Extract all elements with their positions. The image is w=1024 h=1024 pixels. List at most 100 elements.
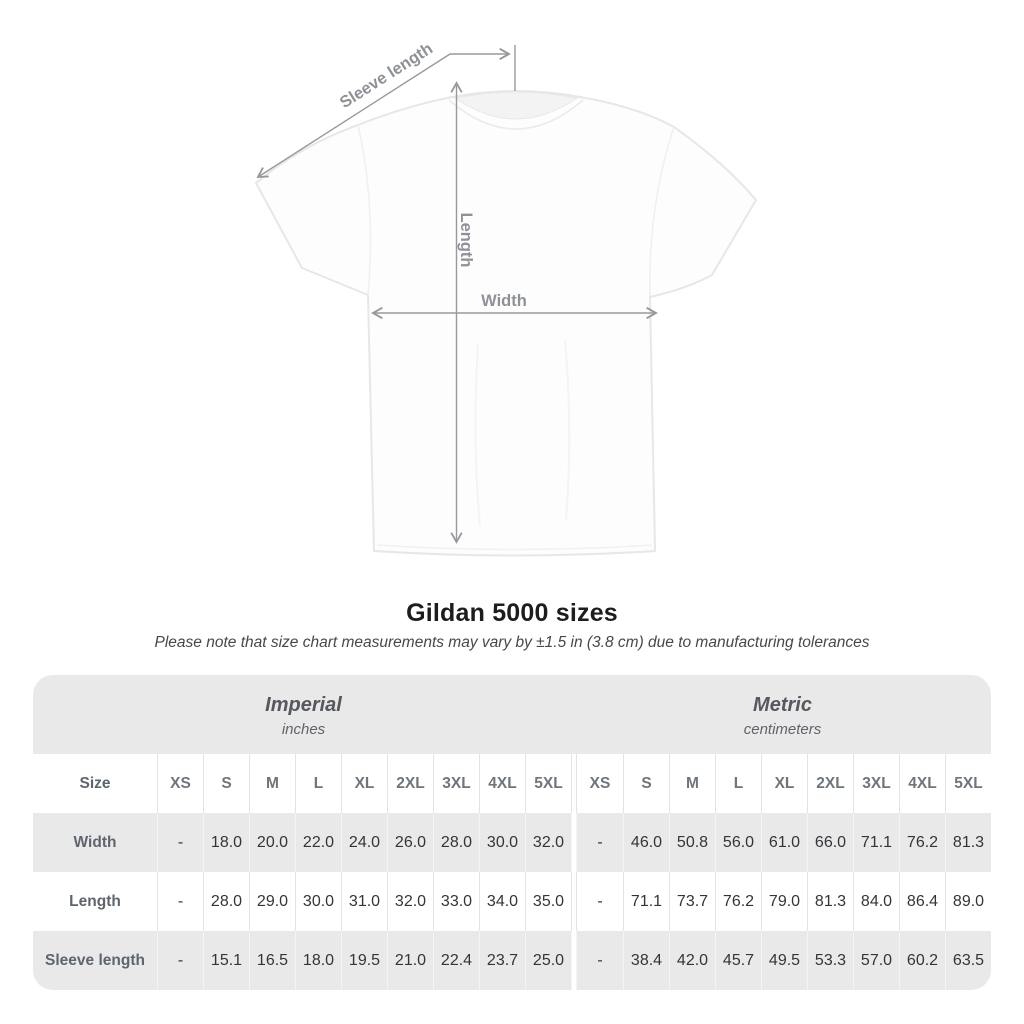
value-width-imperial-xs: - [157,813,203,872]
value-sleeve-length-metric-2xl: 53.3 [807,931,853,990]
value-width-metric-xl: 61.0 [761,813,807,872]
size-header-metric-l: L [715,754,761,813]
value-width-imperial-m: 20.0 [249,813,295,872]
size-column-header: Size [79,774,111,792]
table-row-length: Length -28.0 29.0 30.0 31.0 32.0 33.0 34.0 35.0-… [33,872,991,931]
wrinkle-line [564,339,571,521]
value-width-imperial-xl: 24.0 [341,813,387,872]
value-width-imperial-l: 22.0 [295,813,341,872]
imperial-group-name: Imperial [265,693,342,716]
value-length-metric-m: 73.7 [669,872,715,931]
value-sleeve-length-metric-l: 45.7 [715,931,761,990]
value-sleeve-length-metric-3xl: 57.0 [853,931,899,990]
row-label-width: Width [73,833,117,851]
size-header-imperial-4xl: 4XL [479,754,525,813]
value-length-imperial-4xl: 34.0 [479,872,525,931]
value-width-metric-5xl: 81.3 [945,813,991,872]
tshirt-body [255,90,757,557]
imperial-group-header: Imperial inches [33,675,574,754]
length-label: Length [457,213,475,268]
metric-group-name: Metric [753,693,812,716]
size-header-imperial-xl: XL [341,754,387,813]
size-header-metric-4xl: 4XL [899,754,945,813]
size-header-row: Size XS S M L XL 2XL 3XL 4XL 5XL XS S M L XL 2XL 3XL 4XL 5… [33,754,991,813]
size-header-metric-2xl: 2XL [807,754,853,813]
table-row-sleeve-length: Sleeve length -15.1 16.5 18.0 19.5 21.0 22.4 23… [33,931,991,990]
value-length-imperial-m: 29.0 [249,872,295,931]
value-sleeve-length-metric-4xl: 60.2 [899,931,945,990]
value-width-imperial-s: 18.0 [203,813,249,872]
row-label-length: Length [69,892,121,910]
value-width-metric-l: 56.0 [715,813,761,872]
value-sleeve-length-imperial-xs: - [157,931,203,990]
value-sleeve-length-metric-xs: - [597,951,603,969]
value-width-metric-3xl: 71.1 [853,813,899,872]
value-width-metric-2xl: 66.0 [807,813,853,872]
size-header-metric-xs: XS [589,774,611,792]
value-sleeve-length-imperial-4xl: 23.7 [479,931,525,990]
value-sleeve-length-imperial-s: 15.1 [203,931,249,990]
value-length-metric-xl: 79.0 [761,872,807,931]
sleeve-seam-left [357,124,372,295]
value-width-metric-m: 50.8 [669,813,715,872]
size-header-metric-m: M [669,754,715,813]
size-header-metric-3xl: 3XL [853,754,899,813]
metric-group-unit: centimeters [743,720,822,738]
size-header-metric-s: S [623,754,669,813]
value-length-imperial-s: 28.0 [203,872,249,931]
imperial-group-unit: inches [281,720,326,738]
value-length-metric-5xl: 89.0 [945,872,991,931]
value-length-imperial-xs: - [157,872,203,931]
size-header-imperial-5xl: 5XL [525,754,571,813]
value-sleeve-length-metric-5xl: 63.5 [945,931,991,990]
collar-seam [448,99,584,130]
value-width-imperial-4xl: 30.0 [479,813,525,872]
value-length-imperial-5xl: 35.0 [525,872,571,931]
size-header-metric-5xl: 5XL [945,754,991,813]
value-length-imperial-3xl: 33.0 [433,872,479,931]
value-sleeve-length-imperial-2xl: 21.0 [387,931,433,990]
group-divider [571,931,577,990]
tshirt-measurement-diagram: Length Width Sleeve length [255,40,757,557]
value-sleeve-length-metric-s: 38.4 [623,931,669,990]
value-sleeve-length-imperial-m: 16.5 [249,931,295,990]
row-label-sleeve-length: Sleeve length [45,951,145,969]
size-header-imperial-2xl: 2XL [387,754,433,813]
size-table: Imperial inches Metric centimeters Size X… [33,675,991,990]
value-sleeve-length-imperial-5xl: 25.0 [525,931,571,990]
sleeve-length-arrow [256,53,451,179]
sleeve-length-label: Sleeve length [337,40,436,112]
value-width-imperial-5xl: 32.0 [525,813,571,872]
value-length-metric-xs: - [597,892,603,910]
value-length-metric-s: 71.1 [623,872,669,931]
size-header-imperial-xs: XS [157,754,203,813]
page-title: Gildan 5000 sizes [406,599,618,627]
group-divider [571,872,577,931]
size-table-rows: Size XS S M L XL 2XL 3XL 4XL 5XL XS S M L XL 2XL 3XL 4XL 5… [33,754,991,990]
size-header-imperial-l: L [295,754,341,813]
table-row-width: Width -18.0 20.0 22.0 24.0 26.0 28.0 30.0 32.0-4… [33,813,991,872]
value-length-metric-4xl: 86.4 [899,872,945,931]
value-width-metric-s: 46.0 [623,813,669,872]
value-sleeve-length-metric-xl: 49.5 [761,931,807,990]
sleeve-seam-right [649,126,675,297]
value-length-imperial-2xl: 32.0 [387,872,433,931]
value-length-metric-l: 76.2 [715,872,761,931]
size-header-metric-xl: XL [761,754,807,813]
size-header-imperial-3xl: 3XL [433,754,479,813]
value-width-imperial-2xl: 26.0 [387,813,433,872]
hem-seam [376,544,653,551]
metric-group-header: Metric centimeters [574,675,991,754]
value-sleeve-length-imperial-l: 18.0 [295,931,341,990]
unit-group-header-band: Imperial inches Metric centimeters [33,675,991,754]
value-sleeve-length-metric-m: 42.0 [669,931,715,990]
value-sleeve-length-imperial-3xl: 22.4 [433,931,479,990]
value-length-imperial-l: 30.0 [295,872,341,931]
value-length-imperial-xl: 31.0 [341,872,387,931]
wrinkle-line [474,344,481,526]
group-divider [571,813,577,872]
value-width-metric-4xl: 76.2 [899,813,945,872]
value-sleeve-length-imperial-xl: 19.5 [341,931,387,990]
value-width-imperial-3xl: 28.0 [433,813,479,872]
